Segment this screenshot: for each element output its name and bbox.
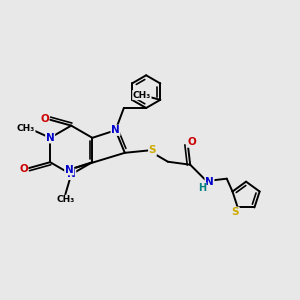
Text: CH₃: CH₃	[56, 195, 74, 204]
Text: N: N	[46, 133, 55, 143]
Text: N: N	[67, 169, 76, 179]
Text: N: N	[65, 165, 74, 175]
Text: N: N	[205, 177, 214, 187]
Text: N: N	[111, 125, 120, 135]
Text: S: S	[232, 207, 239, 217]
Text: CH₃: CH₃	[133, 91, 151, 100]
Text: S: S	[149, 146, 156, 155]
Text: O: O	[40, 114, 49, 124]
Text: O: O	[19, 164, 28, 174]
Text: CH₃: CH₃	[16, 124, 35, 133]
Text: H: H	[198, 183, 206, 193]
Text: O: O	[187, 137, 196, 147]
